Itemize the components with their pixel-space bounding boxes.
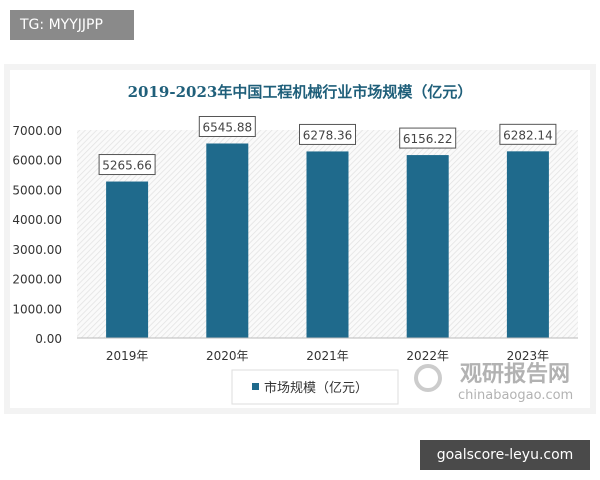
legend-swatch [252,383,259,390]
data-label-box [98,154,156,176]
y-tick-label: 0.00 [35,332,62,346]
x-tick-label: 2022年 [406,349,449,363]
data-label: 6156.22 [403,132,453,146]
watermark: 观研报告网 chinabaogao.com [414,362,573,403]
data-label: 6282.14 [503,128,553,142]
data-label: 6278.36 [303,128,353,142]
watermark-cn: 观研报告网 [460,362,570,387]
x-tick-label: 2021年 [306,349,349,363]
y-tick-label: 5000.00 [12,183,62,197]
bar [506,151,549,338]
bar [106,181,149,338]
legend-label: 市场规模（亿元） [264,380,368,396]
x-tick-label: 2020年 [206,349,249,363]
y-tick-label: 2000.00 [12,273,62,287]
watermark-en: chinabaogao.com [458,388,573,403]
data-label-box [299,123,356,145]
chart-title: 2019-2023年中国工程机械行业市场规模（亿元） [128,83,473,101]
y-tick-label: 3000.00 [12,243,62,257]
y-tick-label: 6000.00 [12,154,62,168]
data-label-box [399,127,457,149]
bar [406,155,449,338]
bar [206,143,249,338]
x-tick-label: 2023年 [507,349,550,363]
y-tick-label: 7000.00 [12,124,62,138]
data-label-box [198,115,256,137]
bar [306,151,349,338]
y-tick-label: 4000.00 [12,213,62,227]
data-label: 6545.88 [202,120,252,134]
y-tick-label: 1000.00 [12,302,62,316]
data-label-box [499,123,557,145]
data-label: 5265.66 [102,159,152,173]
x-tick-label: 2019年 [106,349,149,363]
top-overlay-label: TG: MYYJJPP [10,10,134,40]
legend: 市场规模（亿元） [231,369,399,405]
bottom-overlay-label: goalscore-leyu.com [420,440,590,470]
